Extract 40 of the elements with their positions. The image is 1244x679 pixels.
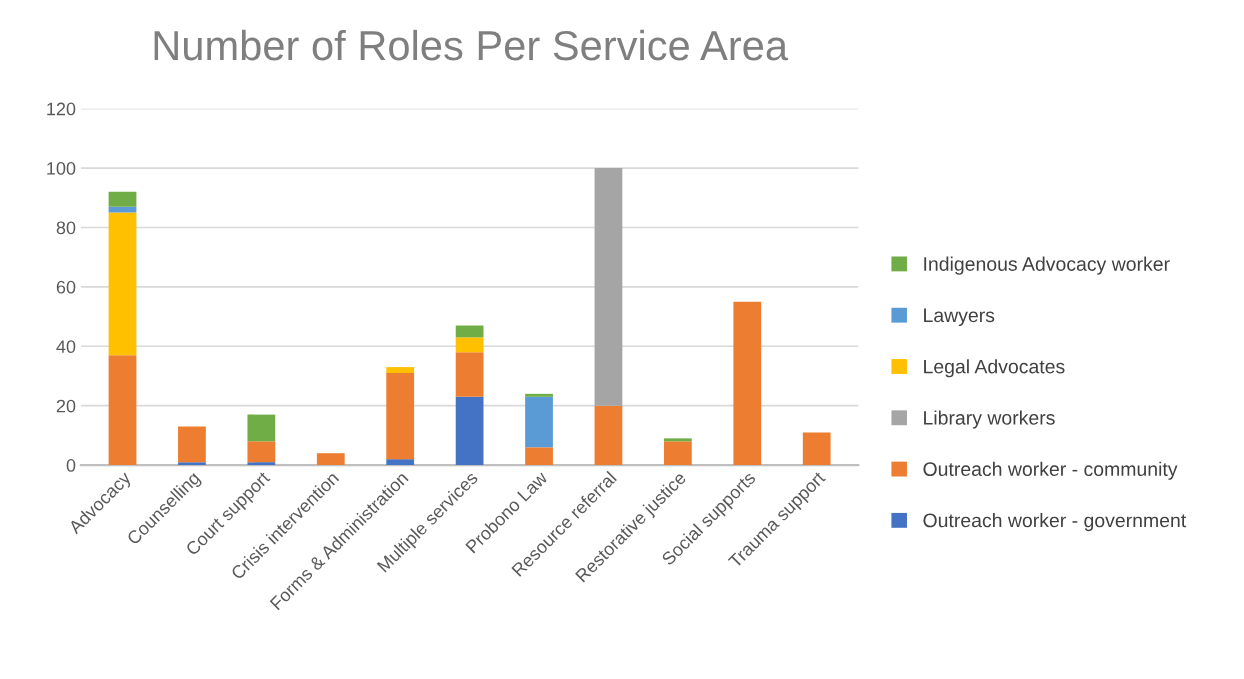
bar — [247, 441, 276, 463]
bar — [525, 396, 553, 448]
legend-label: Outreach worker - community — [923, 461, 1178, 480]
bar — [455, 396, 484, 466]
bar — [316, 453, 345, 466]
bar — [455, 352, 484, 397]
legend-label: Indigenous Advocacy worker — [924, 256, 1170, 275]
y-tick-label: 80 — [56, 221, 76, 235]
bar — [178, 462, 206, 466]
bar — [108, 355, 137, 466]
bar — [455, 325, 484, 338]
bar — [525, 393, 553, 397]
bar — [386, 459, 415, 466]
chart-title: Number of Roles Per Service Area — [154, 29, 789, 61]
bar — [525, 447, 553, 466]
legend-label: Library workers — [924, 410, 1055, 429]
y-tick-label: 0 — [66, 459, 76, 472]
y-tick-label: 40 — [56, 340, 76, 354]
bar — [247, 462, 276, 466]
bar — [455, 337, 484, 353]
bar — [178, 426, 206, 463]
bar — [594, 168, 623, 406]
bar — [663, 438, 692, 442]
y-tick-label: 120 — [47, 102, 76, 116]
legend-label: Outreach worker - government — [923, 513, 1187, 532]
bar — [733, 301, 762, 466]
bar — [594, 405, 623, 466]
bar — [108, 206, 137, 213]
bar — [247, 414, 276, 442]
y-tick-label: 60 — [56, 280, 76, 294]
bar — [386, 367, 415, 374]
bar — [108, 212, 137, 356]
legend-label: Lawyers — [924, 308, 995, 327]
y-tick-label: 20 — [56, 399, 76, 413]
legend-label: Legal Advocates — [924, 359, 1065, 378]
bar — [386, 373, 415, 460]
bar — [663, 441, 692, 466]
y-tick-label: 100 — [47, 161, 76, 175]
bar — [108, 191, 137, 207]
bar — [802, 432, 831, 466]
